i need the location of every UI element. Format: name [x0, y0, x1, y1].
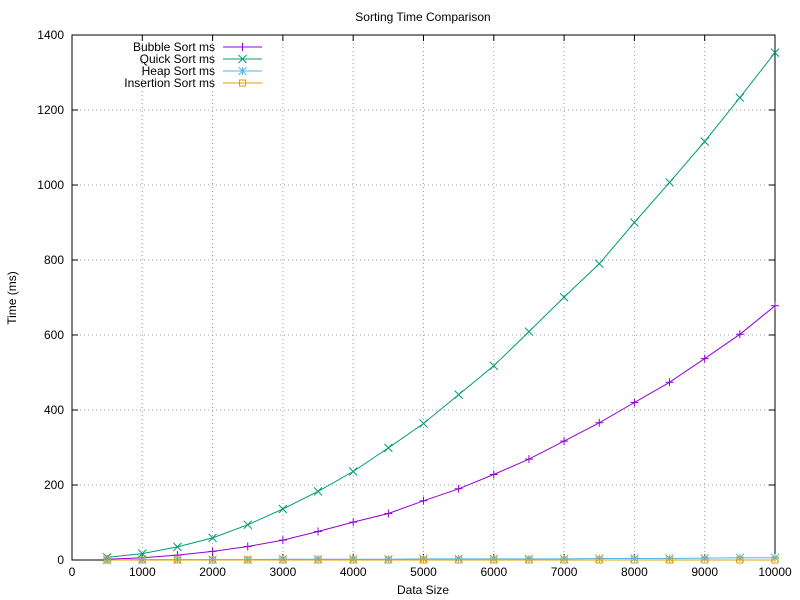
legend-swatch-marker: [238, 66, 247, 76]
data-point: [454, 484, 463, 493]
y-tick-label: 1200: [37, 103, 64, 117]
data-point: [244, 556, 252, 564]
y-tick-label: 800: [44, 253, 64, 267]
data-point: [524, 455, 533, 464]
x-tick-label: 3000: [270, 565, 297, 579]
legend-label: Insertion Sort ms: [124, 76, 215, 90]
data-point: [419, 419, 428, 428]
legend-label: Heap Sort ms: [142, 64, 215, 78]
x-tick-label: 9000: [691, 565, 718, 579]
legend-swatch-marker: [238, 54, 247, 64]
axes: 0 1000 2000 3000 4000 5000 6000 7000 8000 9000 100…: [37, 28, 792, 579]
data-point: [630, 398, 639, 407]
y-tick-label: 1400: [37, 28, 64, 42]
data-point: [103, 556, 111, 564]
data-point: [700, 354, 709, 363]
data-point: [735, 330, 744, 339]
y-tick-label: 600: [44, 328, 64, 342]
data-point: [279, 556, 287, 564]
series-lines: [102, 48, 780, 565]
data-point: [665, 378, 674, 387]
data-point: [384, 509, 393, 518]
x-tick-label: 8000: [621, 565, 648, 579]
series-line-0: [107, 305, 776, 560]
data-point: [736, 556, 744, 564]
x-tick-label: 2000: [199, 565, 226, 579]
data-point: [278, 536, 287, 545]
data-point: [173, 542, 182, 552]
data-point: [349, 556, 357, 564]
data-point: [490, 556, 498, 564]
legend-swatch-marker: [239, 79, 246, 87]
data-point: [559, 292, 569, 302]
data-point: [489, 470, 498, 479]
x-tick-label: 6000: [480, 565, 507, 579]
data-point: [560, 556, 568, 564]
data-point: [595, 418, 604, 427]
data-point: [420, 556, 427, 564]
y-tick-label: 200: [44, 478, 64, 492]
x-tick-label: 7000: [551, 565, 578, 579]
x-tick-label: 0: [69, 565, 76, 579]
data-point: [700, 137, 710, 146]
data-point: [348, 467, 358, 476]
data-point: [314, 556, 322, 564]
legend-label: Bubble Sort ms: [133, 40, 215, 54]
data-point: [455, 556, 463, 564]
data-point: [594, 259, 604, 269]
data-point: [665, 178, 674, 187]
data-point: [489, 361, 499, 371]
x-tick-label: 10000: [758, 565, 792, 579]
data-point: [630, 556, 638, 564]
legend-swatch-marker: [238, 43, 247, 51]
y-axis-label: Time (ms): [5, 271, 19, 325]
data-point: [313, 487, 323, 496]
data-point: [701, 556, 709, 564]
data-point: [349, 518, 358, 527]
data-point: [243, 542, 252, 551]
data-point: [454, 390, 464, 399]
data-point: [770, 48, 780, 57]
data-point: [525, 556, 533, 564]
data-point: [384, 556, 392, 564]
y-tick-label: 1000: [37, 178, 64, 192]
legend-label: Quick Sort ms: [140, 52, 215, 66]
x-tick-label: 5000: [410, 565, 437, 579]
data-point: [666, 556, 674, 564]
data-point: [208, 547, 217, 556]
data-point: [314, 527, 323, 536]
y-tick-label: 400: [44, 403, 64, 417]
data-point: [209, 556, 217, 564]
data-point: [278, 504, 288, 514]
data-point: [560, 437, 569, 446]
data-point: [138, 556, 146, 564]
data-point: [524, 327, 534, 336]
data-point: [208, 533, 217, 543]
data-point: [771, 301, 779, 310]
plot-border: [71, 34, 776, 561]
data-point: [243, 520, 253, 530]
data-point: [630, 218, 639, 227]
x-tick-label: 1000: [129, 565, 156, 579]
data-point: [595, 556, 603, 564]
data-point: [735, 93, 745, 102]
x-axis-label: Data Size: [397, 583, 449, 597]
x-tick-label: 4000: [340, 565, 367, 579]
data-point: [173, 556, 181, 564]
grid: [72, 35, 775, 560]
data-point: [771, 556, 779, 564]
chart-title: Sorting Time Comparison: [355, 10, 490, 24]
series-line-1: [107, 52, 776, 558]
data-point: [419, 496, 428, 505]
y-tick-label: 0: [57, 553, 64, 567]
data-point: [383, 443, 393, 453]
